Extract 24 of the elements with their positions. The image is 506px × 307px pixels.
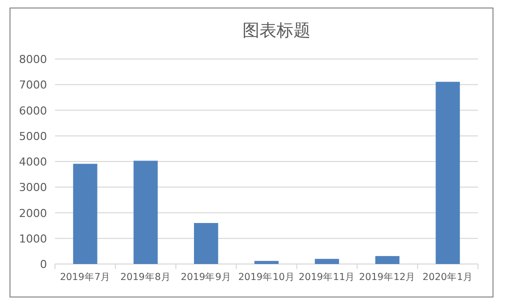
x-tick-label: 2019年12月 bbox=[359, 271, 416, 283]
x-tick-label: 2019年10月 bbox=[238, 271, 295, 283]
y-tick-label: 4000 bbox=[19, 156, 47, 168]
y-tick-label: 5000 bbox=[19, 130, 47, 143]
chart-title: 图表标题 bbox=[242, 21, 310, 41]
bar bbox=[314, 258, 340, 264]
y-tick-label: 0 bbox=[40, 258, 47, 271]
x-tick-label: 2019年8月 bbox=[120, 271, 171, 283]
y-tick-label: 3000 bbox=[19, 181, 47, 194]
bar bbox=[134, 160, 158, 264]
y-tick-label: 6000 bbox=[19, 104, 47, 118]
y-tick-label: 2000 bbox=[19, 206, 47, 220]
x-tick-label: 2019年11月 bbox=[298, 271, 356, 283]
x-tick-label: 2019年7月 bbox=[60, 271, 110, 283]
x-tick-label: 2019年9月 bbox=[180, 271, 232, 283]
bar bbox=[73, 164, 98, 264]
bar bbox=[254, 260, 279, 264]
x-tick-label: 2020年1月 bbox=[422, 271, 474, 283]
y-tick-label: 7000 bbox=[19, 78, 47, 92]
bar bbox=[194, 223, 218, 264]
bar bbox=[436, 82, 460, 264]
y-tick-label: 1000 bbox=[19, 232, 47, 246]
y-tick-label: 8000 bbox=[19, 53, 47, 66]
bar bbox=[375, 256, 400, 264]
